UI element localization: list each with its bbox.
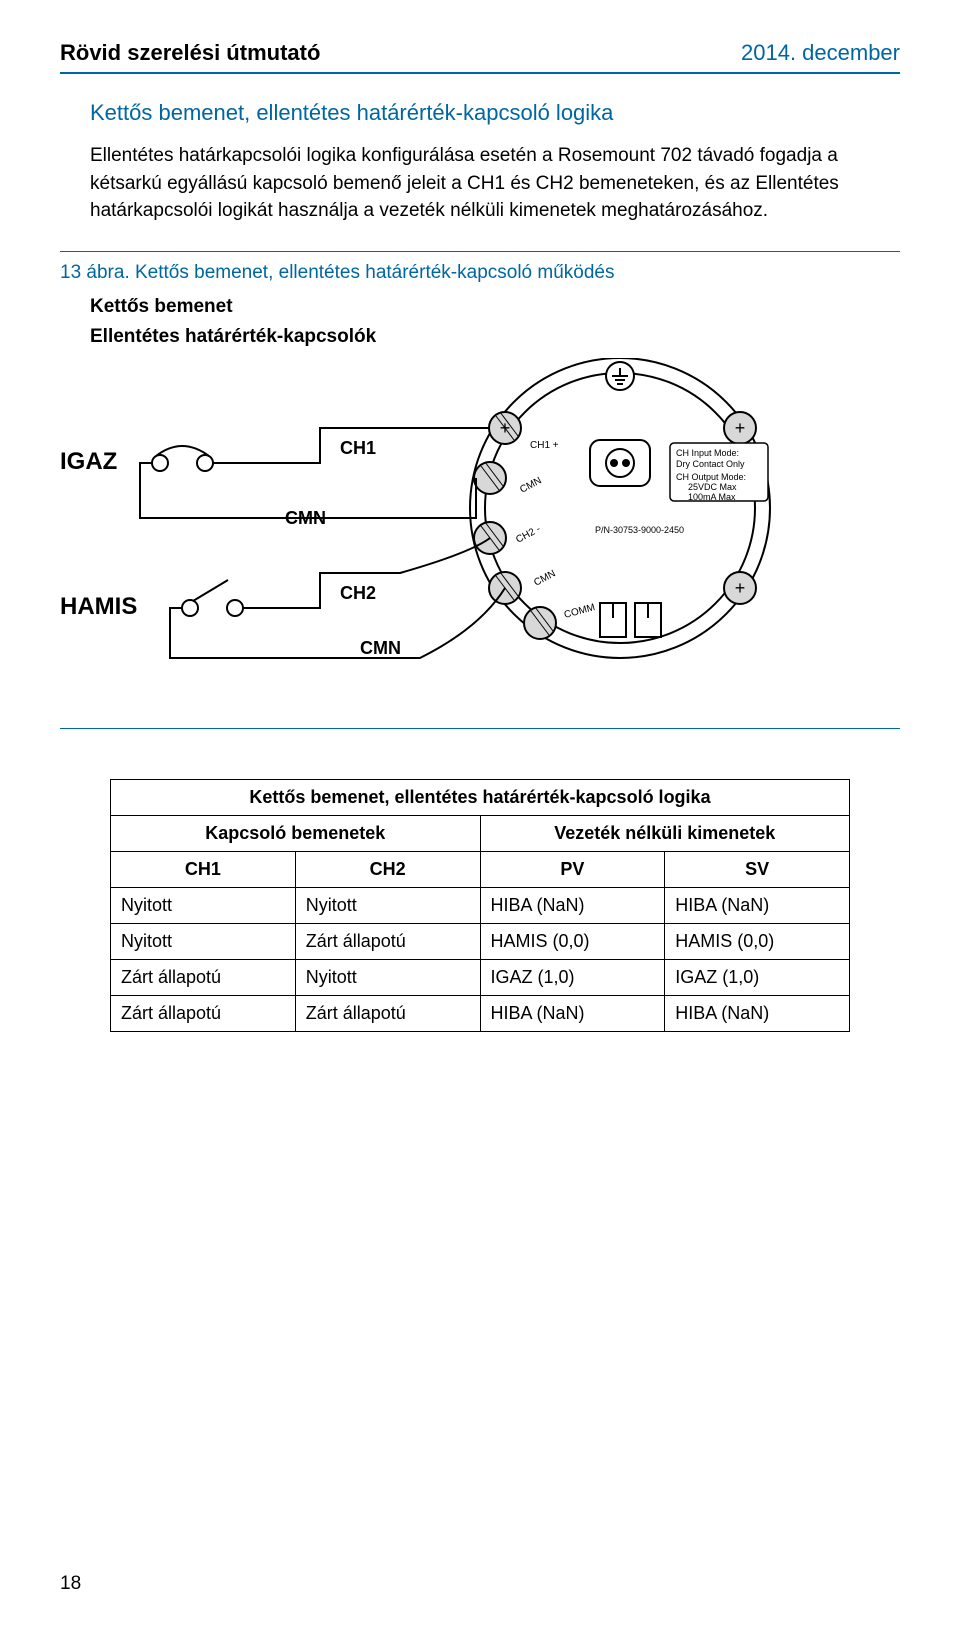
cell: HAMIS (0,0) xyxy=(665,923,850,959)
page-header: Rövid szerelési útmutató 2014. december xyxy=(60,40,900,74)
device-icon: + + + CH1 + CMN xyxy=(470,358,770,658)
section-title: Kettős bemenet, ellentétes határérték-ka… xyxy=(90,100,900,126)
wires-false xyxy=(170,538,505,658)
figure-rule-top xyxy=(60,251,900,252)
table-title: Kettős bemenet, ellentétes határérték-ka… xyxy=(111,779,850,815)
cell: HAMIS (0,0) xyxy=(480,923,665,959)
cell: Nyitott xyxy=(295,887,480,923)
cell: Nyitott xyxy=(111,923,296,959)
section-body: Ellentétes határkapcsolói logika konfigu… xyxy=(90,142,890,225)
table-col-ch2: CH2 xyxy=(295,851,480,887)
header-right: 2014. december xyxy=(741,40,900,66)
table-col-sv: SV xyxy=(665,851,850,887)
cell: IGAZ (1,0) xyxy=(480,959,665,995)
table-row: Zárt állapotú Nyitott IGAZ (1,0) IGAZ (1… xyxy=(111,959,850,995)
table-group-outputs: Vezeték nélküli kimenetek xyxy=(480,815,850,851)
table-group-inputs: Kapcsoló bemenetek xyxy=(111,815,481,851)
svg-text:100mA Max: 100mA Max xyxy=(688,492,736,502)
svg-text:+: + xyxy=(735,418,746,438)
table-col-pv: PV xyxy=(480,851,665,887)
page-number: 18 xyxy=(60,1573,81,1595)
figure-sub2: Ellentétes határérték-kapcsolók xyxy=(90,326,900,348)
cell: HIBA (NaN) xyxy=(665,887,850,923)
svg-text:+: + xyxy=(735,578,746,598)
table-row: Nyitott Zárt állapotú HAMIS (0,0) HAMIS … xyxy=(111,923,850,959)
figure-caption: 13 ábra. Kettős bemenet, ellentétes hatá… xyxy=(60,262,900,284)
cell: IGAZ (1,0) xyxy=(665,959,850,995)
figure-rule-bottom xyxy=(60,728,900,729)
svg-text:25VDC Max: 25VDC Max xyxy=(688,482,737,492)
table-row: Nyitott Nyitott HIBA (NaN) HIBA (NaN) xyxy=(111,887,850,923)
diagram-svg: + + + CH1 + CMN xyxy=(60,358,900,718)
cell: Zárt állapotú xyxy=(111,959,296,995)
cell: Zárt állapotú xyxy=(295,995,480,1031)
cell: HIBA (NaN) xyxy=(480,887,665,923)
cell: HIBA (NaN) xyxy=(665,995,850,1031)
table-col-ch1: CH1 xyxy=(111,851,296,887)
svg-text:CH1 +: CH1 + xyxy=(530,440,559,451)
svg-text:CH Input Mode:: CH Input Mode: xyxy=(676,448,739,458)
svg-text:Dry Contact Only: Dry Contact Only xyxy=(676,459,745,469)
header-left: Rövid szerelési útmutató xyxy=(60,40,320,66)
cell: Nyitott xyxy=(295,959,480,995)
svg-text:P/N-30753-9000-2450: P/N-30753-9000-2450 xyxy=(595,525,684,535)
cell: Zárt állapotú xyxy=(111,995,296,1031)
wiring-diagram: IGAZ HAMIS CH1 CMN CH2 CMN + xyxy=(60,358,900,718)
switch-false-icon xyxy=(182,580,243,616)
svg-text:CH Output Mode:: CH Output Mode: xyxy=(676,472,746,482)
cell: Nyitott xyxy=(111,887,296,923)
switch-true-icon xyxy=(152,446,213,471)
cell: HIBA (NaN) xyxy=(480,995,665,1031)
logic-table: Kettős bemenet, ellentétes határérték-ka… xyxy=(110,779,850,1032)
figure-sub1: Kettős bemenet xyxy=(90,296,900,318)
cell: Zárt állapotú xyxy=(295,923,480,959)
wires-true xyxy=(140,428,490,518)
table-row: Zárt állapotú Zárt állapotú HIBA (NaN) H… xyxy=(111,995,850,1031)
